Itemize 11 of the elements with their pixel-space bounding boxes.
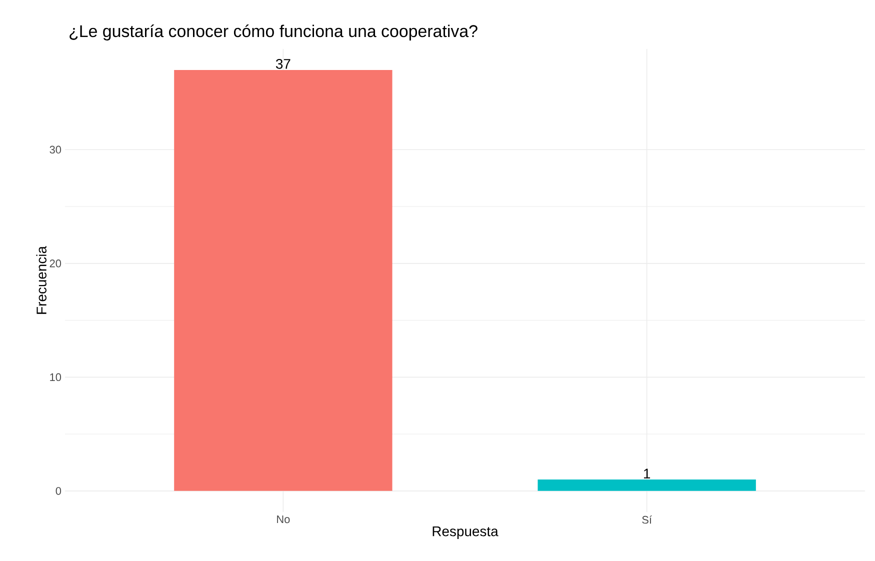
data-label: 37 [276, 58, 290, 69]
x-tick-label: Sí [642, 516, 652, 524]
x-tick-label: No [277, 516, 290, 524]
y-tick-label: 0 [56, 487, 62, 495]
y-tick-label: 30 [50, 146, 62, 154]
y-tick-label: 10 [50, 373, 62, 382]
data-label: 1 [644, 468, 650, 478]
y-tick-label: 20 [50, 260, 62, 268]
x-axis-title: Respuesta [432, 526, 498, 540]
chart-title: ¿Le gustaría conocer cómo funciona una cooperativa? [70, 24, 478, 41]
y-axis-title: Frecuencia [36, 246, 46, 314]
